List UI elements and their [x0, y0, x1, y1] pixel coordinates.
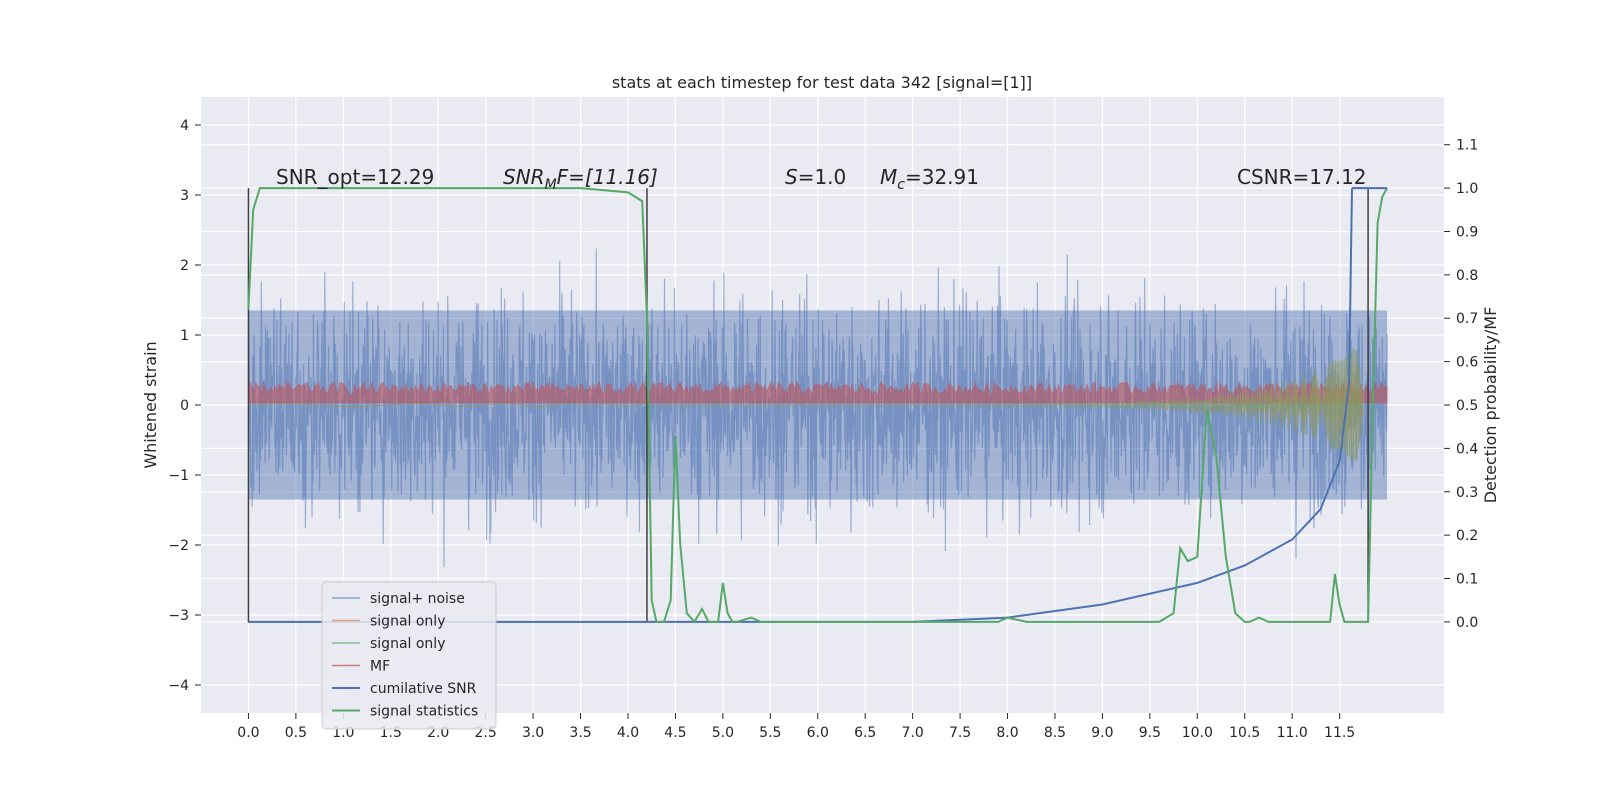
series-signal-only-orange	[248, 348, 1364, 462]
y-left-tick-label: −1	[168, 468, 189, 484]
x-tick-label: 11.0	[1277, 725, 1308, 741]
x-tick-label: 8.0	[996, 725, 1018, 741]
x-tick-label: 5.5	[759, 725, 781, 741]
legend-label: signal statistics	[370, 704, 478, 720]
x-tick-label: 0.5	[285, 725, 307, 741]
x-tick-label: 7.5	[949, 725, 971, 741]
y-right-tick-label: 0.1	[1456, 572, 1478, 588]
annotations: SNR_opt=12.29 SNRMF=[11.16] S=1.0 Mc=32.…	[276, 165, 1367, 193]
y-left-tick-label: −2	[168, 538, 189, 554]
x-tick-label: 9.0	[1091, 725, 1113, 741]
y-left-tick-label: 4	[180, 118, 189, 134]
legend-box	[321, 581, 497, 730]
y-right-tick-label: 1.1	[1456, 138, 1478, 154]
y-right-tick-label: 0.0	[1456, 615, 1478, 631]
annotation-snr-mf: SNRMF=[11.16]	[503, 165, 658, 193]
y-left-tick-label: 2	[180, 258, 189, 274]
axes: 0.0 0.5 1.0 1.5 2.0 2.5 3.0 3.5 4.0 4.5 5.0 5.5 6.0 6…	[168, 118, 1478, 741]
x-tick-label: 0.0	[237, 725, 259, 741]
series-signal-statistics	[247, 187, 1388, 624]
y-axis-right-label: Detection probability/MF	[1481, 307, 1500, 504]
legend-label: signal+ noise	[370, 591, 465, 607]
y-left-tick-label: 0	[180, 398, 189, 414]
series-signal-noise-core	[248, 310, 1388, 500]
y-right-tick-label: 0.7	[1456, 311, 1478, 327]
legend-label: cumilative SNR	[370, 681, 477, 697]
x-tick-label: 8.5	[1044, 725, 1066, 741]
annotation-mc: Mc=32.91	[880, 165, 979, 193]
x-tick-label: 4.0	[617, 725, 639, 741]
y-right-tick-label: 0.6	[1456, 355, 1478, 371]
annotation-snr-opt: SNR_opt=12.29	[276, 165, 434, 189]
x-tick-label: 9.5	[1139, 725, 1161, 741]
chart-title: stats at each timestep for test data 342…	[612, 73, 1032, 92]
x-tick-label: 10.5	[1229, 725, 1260, 741]
x-tick-label: 10.0	[1182, 725, 1213, 741]
series-signal-noise	[247, 248, 1388, 568]
x-tick-label: 3.0	[522, 725, 544, 741]
y-right-tick-label: 0.8	[1456, 268, 1478, 284]
y-right-tick-label: 0.5	[1456, 398, 1478, 414]
y-left-tick-label: −4	[168, 678, 189, 694]
annotation-s: S=1.0	[785, 165, 846, 189]
y-axis-left-label: Whitened strain	[141, 341, 160, 468]
legend-label: signal only	[370, 614, 445, 630]
y-left-tick-label: 3	[180, 188, 189, 204]
y-right-tick-label: 0.3	[1456, 485, 1478, 501]
legend-label: MF	[370, 659, 390, 675]
y-right-tick-label: 0.4	[1456, 441, 1478, 457]
x-tick-label: 4.5	[664, 725, 686, 741]
series-mf	[248, 381, 1388, 404]
x-tick-label: 3.5	[569, 725, 591, 741]
legend-label: signal only	[370, 636, 445, 652]
legend: signal+ noise signal only signal only MF cum…	[321, 581, 497, 730]
y-right-tick-label: 1.0	[1456, 181, 1478, 197]
x-tick-label: 6.0	[807, 725, 829, 741]
annotation-csnr: CSNR=17.12	[1237, 165, 1367, 189]
x-tick-label: 11.5	[1324, 725, 1355, 741]
x-tick-label: 6.5	[854, 725, 876, 741]
y-right-tick-label: 0.2	[1456, 528, 1478, 544]
x-tick-label: 5.0	[712, 725, 734, 741]
y-left-tick-label: 1	[180, 328, 189, 344]
y-left-tick-label: −3	[168, 608, 189, 624]
y-right-tick-label: 0.9	[1456, 224, 1478, 240]
x-tick-label: 7.0	[902, 725, 924, 741]
